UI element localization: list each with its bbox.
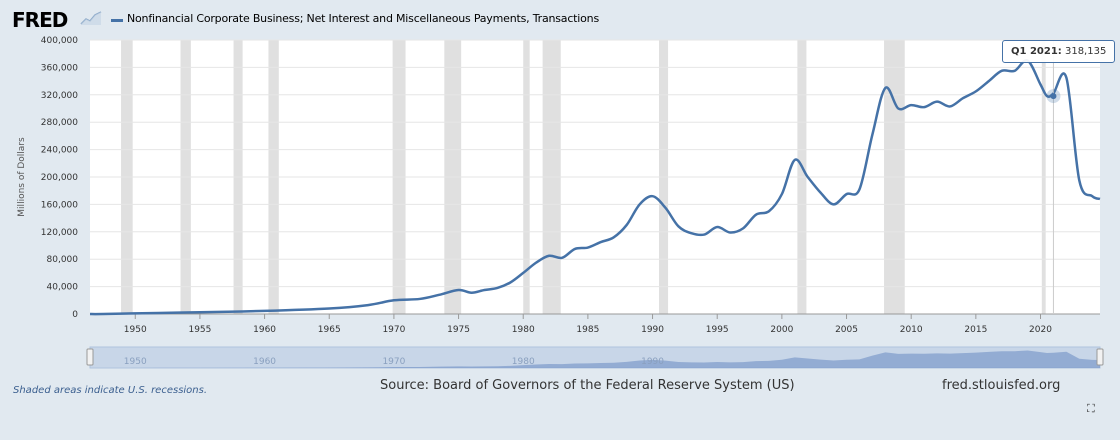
legend-swatch (111, 19, 123, 22)
navigator-tick-label: 1950 (124, 357, 147, 367)
navigator-tick-label: 1970 (382, 357, 405, 367)
y-tick-label: 400,000 (41, 36, 78, 46)
tooltip-date: Q1 2021: (1011, 46, 1062, 57)
y-tick-label: 320,000 (41, 91, 78, 101)
x-tick-label: 1975 (447, 325, 470, 335)
source-text: Source: Board of Governors of the Federa… (380, 378, 795, 393)
x-tick-label: 1995 (706, 325, 729, 335)
y-tick-label: 40,000 (47, 283, 79, 293)
y-tick-label: 280,000 (41, 118, 78, 128)
fullscreen-icon[interactable]: ⛶ (1087, 403, 1095, 415)
y-axis-title: Millions of Dollars (17, 137, 27, 217)
hover-point (1050, 93, 1057, 100)
navigator-area (90, 350, 1100, 368)
fred-logo[interactable]: FRED (12, 8, 68, 32)
x-tick-label: 1950 (124, 325, 147, 335)
navigator-tick-label: 1980 (512, 357, 535, 367)
y-tick-label: 0 (72, 310, 78, 320)
navigator-handle-left[interactable] (86, 348, 94, 366)
x-tick-label: 2020 (1029, 325, 1052, 335)
x-tick-label: 1960 (253, 325, 276, 335)
site-link[interactable]: fred.stlouisfed.org (942, 378, 1061, 393)
x-tick-label: 1990 (641, 325, 664, 335)
recession-note: Shaded areas indicate U.S. recessions. (13, 385, 208, 396)
navigator-tick-label: 1960 (253, 357, 276, 367)
x-tick-label: 2015 (964, 325, 987, 335)
x-tick-label: 1985 (576, 325, 599, 335)
y-tick-label: 80,000 (47, 255, 79, 265)
x-tick-label: 1980 (512, 325, 535, 335)
navigator-tick-label: 1990 (641, 357, 664, 367)
x-tick-label: 2005 (835, 325, 858, 335)
y-tick-label: 240,000 (41, 146, 78, 156)
legend-series-label: Nonfinancial Corporate Business; Net Int… (127, 12, 599, 25)
series-line (89, 59, 1101, 316)
y-tick-label: 360,000 (41, 63, 78, 73)
x-tick-label: 1970 (382, 325, 405, 335)
x-tick-label: 1955 (188, 325, 211, 335)
chart-tooltip: Q1 2021: 318,135 (1002, 40, 1116, 63)
chart-line-icon (80, 11, 102, 25)
y-tick-label: 120,000 (41, 228, 78, 238)
x-tick-label: 1965 (318, 325, 341, 335)
tooltip-value: 318,135 (1064, 46, 1107, 57)
y-tick-label: 200,000 (41, 173, 78, 183)
x-tick-label: 2000 (770, 325, 793, 335)
y-tick-label: 160,000 (41, 200, 78, 210)
x-tick-label: 2010 (900, 325, 923, 335)
navigator-handle-right[interactable] (1096, 348, 1104, 366)
